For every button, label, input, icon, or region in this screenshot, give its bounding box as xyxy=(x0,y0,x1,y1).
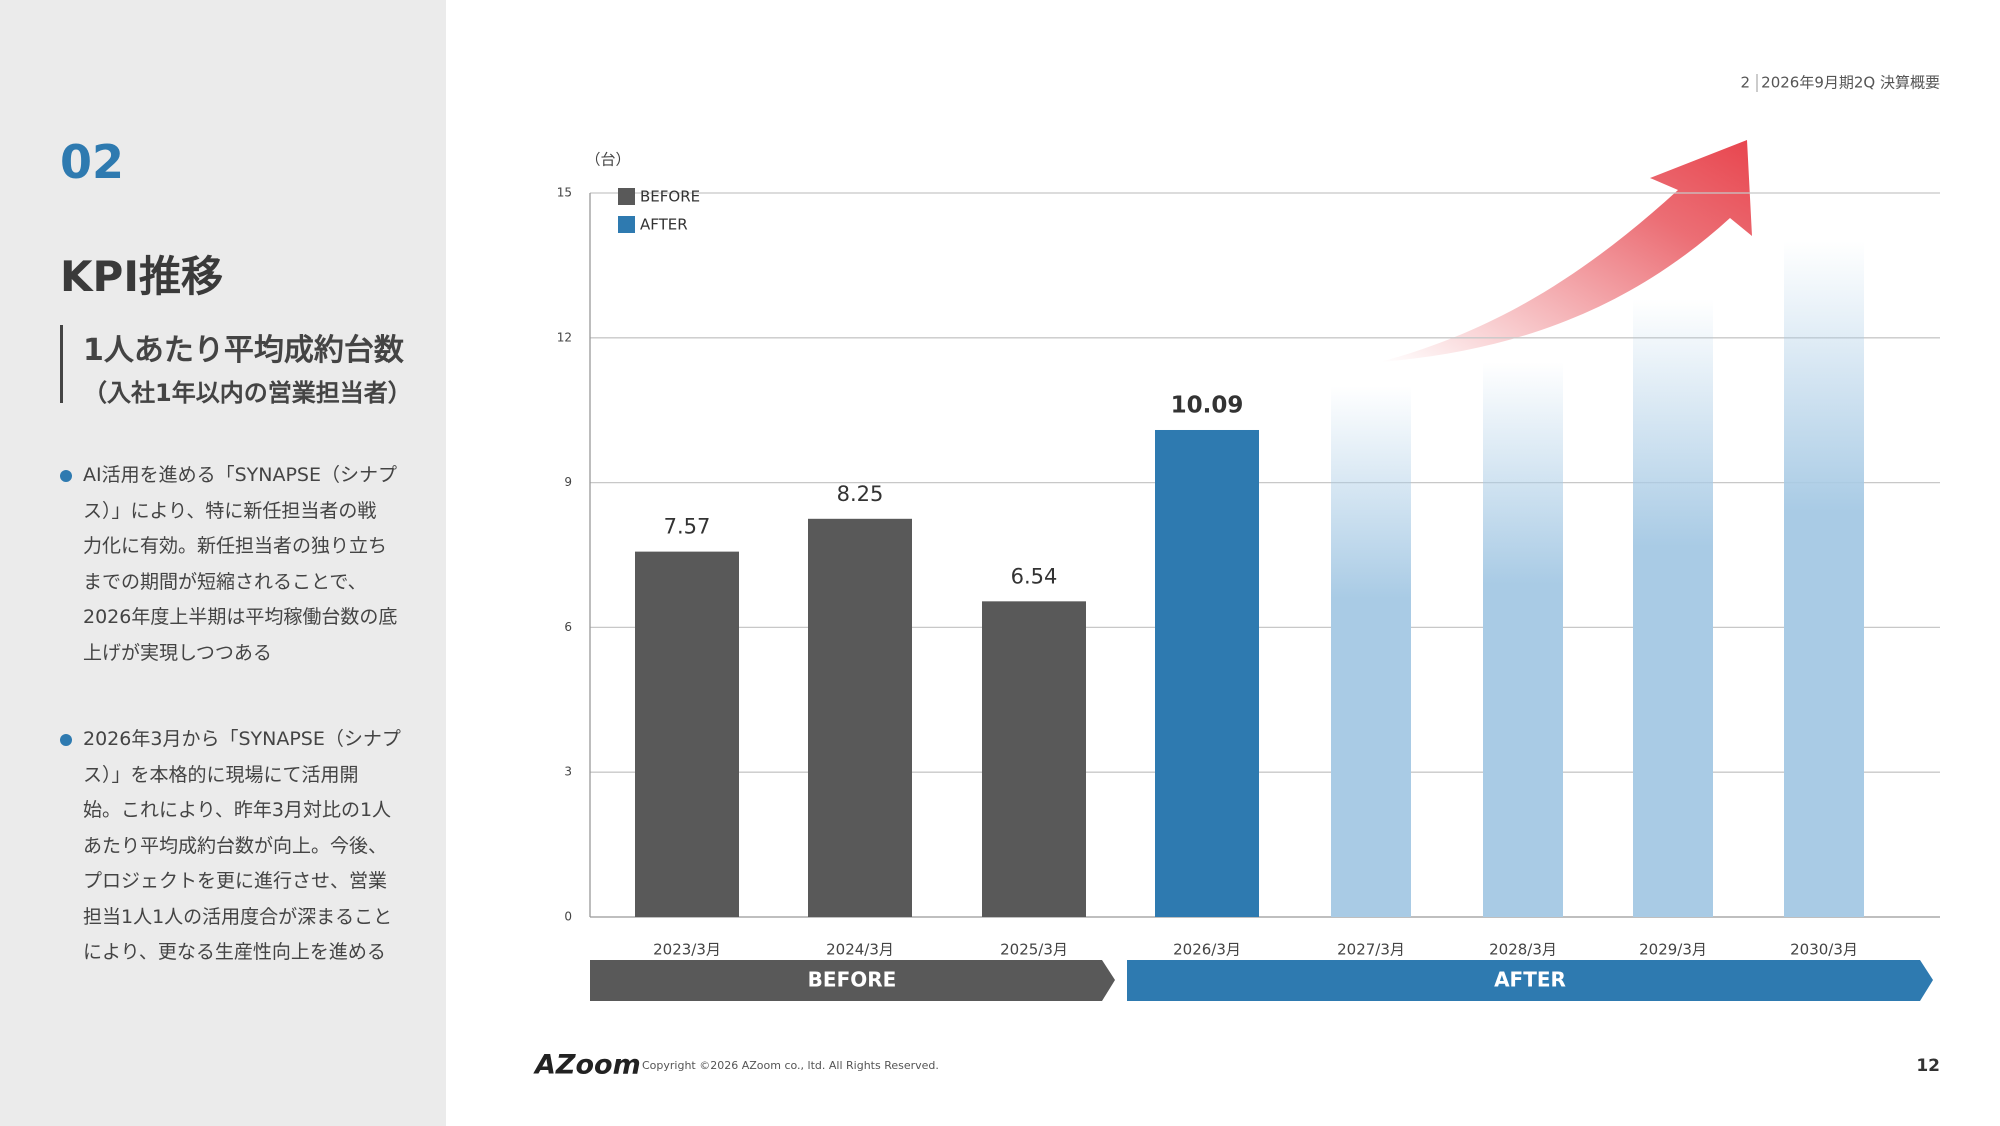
value-label: 8.25 xyxy=(837,482,884,506)
bullet-line: までの期間が短縮されることで、 xyxy=(83,570,367,593)
section-title: KPI推移 xyxy=(60,252,223,301)
legend-swatch xyxy=(618,216,635,233)
y-tick-label: 6 xyxy=(564,620,572,634)
bullet-line: 2026年3月から「SYNAPSE（シナプ xyxy=(83,728,401,750)
legend-swatch xyxy=(618,188,635,205)
x-tick-label: 2026/3月 xyxy=(1173,941,1241,959)
value-label: 7.57 xyxy=(664,515,711,539)
phase-arrow-after xyxy=(1127,960,1933,1001)
bullet-list: AI活用を進める「SYNAPSE（シナプ ス）」により、特に新任担当者の戦 力化に有… xyxy=(60,458,430,1022)
y-axis-unit: （台） xyxy=(585,151,630,169)
x-tick-label: 2029/3月 xyxy=(1639,941,1707,959)
x-tick-label: 2023/3月 xyxy=(653,941,721,959)
legend-label: AFTER xyxy=(640,216,688,234)
value-label: 6.54 xyxy=(1011,564,1058,588)
bar xyxy=(635,551,739,917)
value-label: 10.09 xyxy=(1171,392,1244,418)
bullet: 2026年3月から「SYNAPSE（シナプ ス）」を本格的に現場にて活用開始。これ… xyxy=(60,722,430,971)
subtitle: 1人あたり平均成約台数 xyxy=(83,333,404,368)
projected-bar xyxy=(1784,241,1864,917)
bullet-line: AI活用を進める「SYNAPSE（シナプ xyxy=(83,464,398,486)
x-tick-label: 2030/3月 xyxy=(1790,941,1858,959)
header-title: 2026年9月期2Q 決算概要 xyxy=(1761,74,1940,92)
bullet-line: ス）」により、特に新任担当者の戦 xyxy=(83,499,377,522)
phase-arrow-before xyxy=(590,960,1115,1001)
bullet-line: プロジェクトを更に進行させ、営業 xyxy=(83,870,388,892)
bullet-line: 力化に有効。新任担当者の独り立ち xyxy=(83,535,388,557)
legend-label: BEFORE xyxy=(640,188,700,206)
bullet-line: ス）」を本格的に現場にて活用開 xyxy=(83,763,359,786)
copyright: Copyright ©2026 AZoom co., ltd. All Righ… xyxy=(642,1059,939,1072)
bar xyxy=(1155,429,1259,917)
bullet-line: 2026年度上半期は平均稼働台数の底 xyxy=(83,606,398,628)
x-tick-label: 2028/3月 xyxy=(1489,941,1557,959)
y-tick-label: 12 xyxy=(557,330,572,344)
bullet-line: 始。これにより、昨年3月対比の1人 xyxy=(83,799,392,821)
subtitle-note: （入社1年以内の営業担当者） xyxy=(83,379,412,407)
logo: AZoom xyxy=(533,1050,641,1081)
section-number: 02 xyxy=(60,135,125,189)
bar xyxy=(808,518,912,917)
bullet-line: により、更なる生産性向上を進める xyxy=(83,941,386,963)
x-tick-label: 2024/3月 xyxy=(826,941,894,959)
side-panel: 02 KPI推移 1人あたり平均成約台数 （入社1年以内の営業担当者） AI活用… xyxy=(0,0,446,1126)
y-tick-label: 15 xyxy=(557,186,572,200)
projected-bar xyxy=(1483,361,1563,917)
projected-bar xyxy=(1633,299,1713,918)
bullet-line: あたり平均成約台数が向上。今後、 xyxy=(83,834,388,857)
bar xyxy=(982,601,1086,917)
x-tick-label: 2027/3月 xyxy=(1337,941,1405,959)
bullet: AI活用を進める「SYNAPSE（シナプ ス）」により、特に新任担当者の戦 力化に有… xyxy=(60,458,430,671)
projected-bar xyxy=(1331,386,1411,918)
header-page: 2 xyxy=(1740,74,1750,92)
phase-label: BEFORE xyxy=(808,968,897,992)
growth-arrow xyxy=(1380,140,1752,362)
page-number: 12 xyxy=(1916,1056,1940,1076)
x-tick-label: 2025/3月 xyxy=(1000,941,1068,959)
subtitle-block: 1人あたり平均成約台数 （入社1年以内の営業担当者） xyxy=(60,325,412,407)
y-tick-label: 9 xyxy=(564,475,572,489)
phase-label: AFTER xyxy=(1494,968,1566,992)
y-tick-label: 3 xyxy=(564,765,572,779)
bullet-line: 担当1人1人の活用度合が深まること xyxy=(83,905,393,928)
bullet-line: 上げが実現しつつある xyxy=(83,641,272,664)
y-tick-label: 0 xyxy=(564,910,572,924)
